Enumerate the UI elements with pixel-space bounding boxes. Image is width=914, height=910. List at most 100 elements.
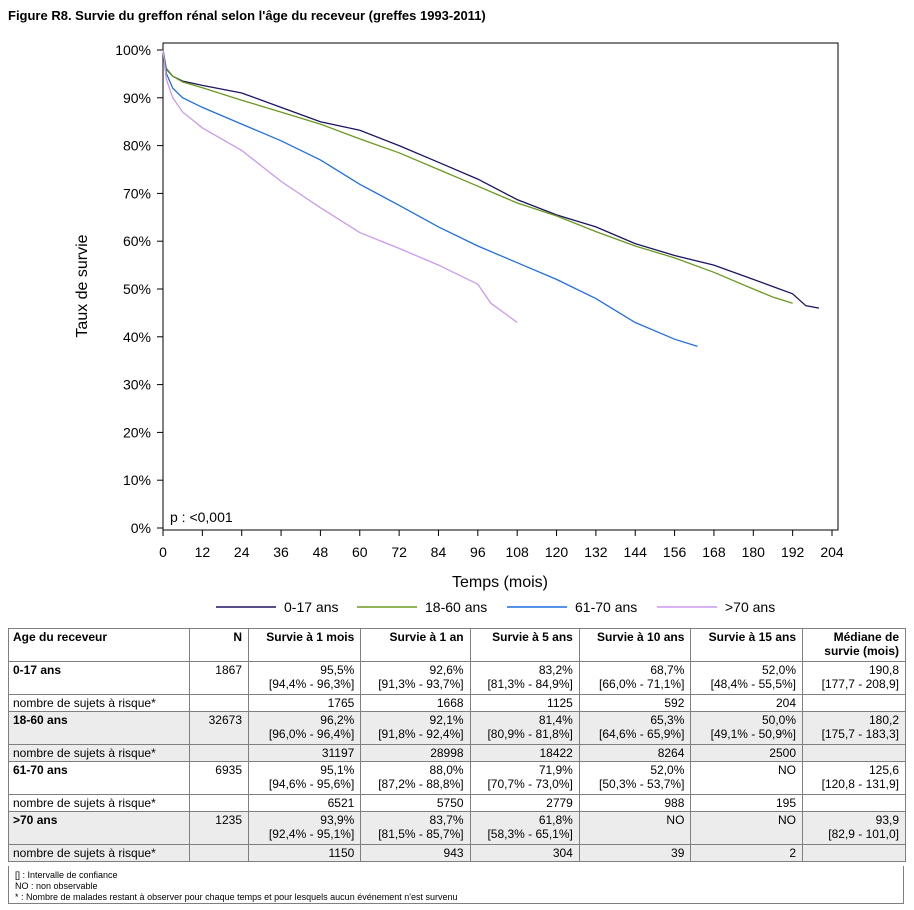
col-header-1-year: Survie à 1 an xyxy=(360,628,471,662)
group-label: 61-70 ans xyxy=(8,761,190,795)
group-label: 18-60 ans xyxy=(8,711,190,745)
p-value-annotation: p : <0,001 xyxy=(170,509,233,525)
cell-value: 93,9 [82,9 - 101,0] xyxy=(802,811,906,845)
cell-value: 71,9% [70,7% - 73,0%] xyxy=(469,761,580,795)
cell-value: NO xyxy=(690,761,803,795)
series-line-0-17-ans xyxy=(162,49,820,309)
risk-value: 1765 xyxy=(247,694,362,712)
group-label: >70 ans xyxy=(8,811,190,845)
cell-value: 81,4% [80,9% - 81,8%] xyxy=(469,711,580,745)
risk-value: 8264 xyxy=(578,744,692,762)
x-tick-label: 36 xyxy=(273,544,289,560)
risk-value: 204 xyxy=(690,694,803,712)
cell-value: 83,2% [81,3% - 84,9%] xyxy=(469,661,580,695)
table-row: 61-70 ans 6935 95,1% [94,6% - 95,6%] 88,0… xyxy=(8,761,906,795)
x-tick-label: 144 xyxy=(624,544,648,560)
x-tick-label: 0 xyxy=(159,544,167,560)
y-tick-label: 100% xyxy=(115,42,151,58)
group-n: 1867 xyxy=(189,661,249,695)
risk-value xyxy=(802,744,906,762)
risk-value xyxy=(802,694,906,712)
cell-value: 96,2% [96,0% - 96,4%] xyxy=(247,711,362,745)
risk-value: 1150 xyxy=(247,844,362,862)
y-axis-title: Taux de survie xyxy=(74,234,91,337)
y-axis: 0% 10% 20% 30% 40% 50% 60% 70% 80% 90% 100% xyxy=(115,42,163,536)
legend-label: 0-17 ans xyxy=(284,599,338,615)
legend: 0-17 ans 18-60 ans 61-70 ans >70 ans xyxy=(216,599,775,615)
cell-value: NO xyxy=(578,811,692,845)
col-header-10-years: Survie à 10 ans xyxy=(578,628,692,662)
series-lines xyxy=(162,49,820,348)
group-label: 0-17 ans xyxy=(8,661,190,695)
x-tick-label: 168 xyxy=(702,544,726,560)
cell-value: NO xyxy=(690,811,803,845)
group-n: 1235 xyxy=(189,811,249,845)
y-tick-label: 10% xyxy=(123,472,151,488)
x-tick-label: 204 xyxy=(820,544,844,560)
risk-value: 195 xyxy=(690,794,803,812)
y-tick-label: 70% xyxy=(123,185,151,201)
y-tick-label: 50% xyxy=(123,281,151,297)
risk-value: 28998 xyxy=(360,744,471,762)
cell-value: 68,7% [66,0% - 71,1%] xyxy=(578,661,692,695)
x-axis: 0 12 24 36 48 60 72 84 96 108 120 132 144 156 168 180 19… xyxy=(159,530,844,560)
cell-value: 88,0% [87,2% - 88,8%] xyxy=(360,761,471,795)
risk-value: 2779 xyxy=(469,794,580,812)
cell-value: 50,0% [49,1% - 50,9%] xyxy=(690,711,803,745)
y-tick-label: 90% xyxy=(123,90,151,106)
cell-value: 95,5% [94,4% - 96,3%] xyxy=(247,661,362,695)
note-no: NO : non observable xyxy=(15,881,98,891)
risk-label: nombre de sujets à risque* xyxy=(8,694,190,712)
risk-label: nombre de sujets à risque* xyxy=(8,794,190,812)
cell-value: 61,8% [58,3% - 65,1%] xyxy=(469,811,580,845)
x-tick-label: 72 xyxy=(391,544,407,560)
table-header-row: Age du receveur N Survie à 1 mois Survie… xyxy=(8,628,906,662)
risk-value: 2 xyxy=(690,844,803,862)
x-tick-label: 84 xyxy=(431,544,447,560)
col-header-15-years: Survie à 15 ans xyxy=(690,628,803,662)
risk-label: nombre de sujets à risque* xyxy=(8,844,190,862)
col-header-1-month: Survie à 1 mois xyxy=(247,628,362,662)
risk-row: nombre de sujets à risque* 31197 28998 1… xyxy=(8,744,906,762)
x-tick-label: 156 xyxy=(663,544,687,560)
x-tick-label: 24 xyxy=(234,544,250,560)
figure-title: Figure R8. Survie du greffon rénal selon… xyxy=(8,8,486,23)
risk-value: 2500 xyxy=(690,744,803,762)
y-tick-label: 80% xyxy=(123,138,151,154)
legend-label: 61-70 ans xyxy=(575,599,637,615)
risk-row: nombre de sujets à risque* 6521 5750 277… xyxy=(8,794,906,812)
note-risk: * : Nombre de malades restant à observer… xyxy=(15,892,458,902)
plot-area xyxy=(162,42,839,531)
x-tick-label: 132 xyxy=(584,544,608,560)
risk-label: nombre de sujets à risque* xyxy=(8,744,190,762)
risk-value: 6521 xyxy=(247,794,362,812)
risk-value: 988 xyxy=(578,794,692,812)
cell-value: 65,3% [64,6% - 65,9%] xyxy=(578,711,692,745)
y-tick-label: 30% xyxy=(123,377,151,393)
cell-value: 95,1% [94,6% - 95,6%] xyxy=(247,761,362,795)
cell-value: 92,6% [91,3% - 93,7%] xyxy=(360,661,471,695)
col-header-n: N xyxy=(189,628,249,662)
x-tick-label: 96 xyxy=(470,544,486,560)
risk-value: 5750 xyxy=(360,794,471,812)
x-tick-label: 192 xyxy=(781,544,805,560)
group-n: 32673 xyxy=(189,711,249,745)
risk-value: 1125 xyxy=(469,694,580,712)
series-line-61-70-ans xyxy=(162,49,698,348)
survival-table: Age du receveur N Survie à 1 mois Survie… xyxy=(8,628,906,862)
y-tick-label: 40% xyxy=(123,329,151,345)
col-header-5-years: Survie à 5 ans xyxy=(469,628,580,662)
risk-row: nombre de sujets à risque* 1765 1668 112… xyxy=(8,694,906,712)
cell-value: 180,2 [175,7 - 183,3] xyxy=(802,711,906,745)
cell-value: 92,1% [91,8% - 92,4%] xyxy=(360,711,471,745)
table-row: 0-17 ans 1867 95,5% [94,4% - 96,3%] 92,6%… xyxy=(8,661,906,695)
table-row: 18-60 ans 32673 96,2% [96,0% - 96,4%] 92,… xyxy=(8,711,906,745)
note-ci: [] : Intervalle de confiance xyxy=(15,870,118,880)
cell-value: 52,0% [50,3% - 53,7%] xyxy=(578,761,692,795)
risk-value: 592 xyxy=(578,694,692,712)
group-n: 6935 xyxy=(189,761,249,795)
x-axis-title: Temps (mois) xyxy=(452,574,548,591)
y-tick-label: 20% xyxy=(123,424,151,440)
x-tick-label: 120 xyxy=(545,544,569,560)
series-line-70-ans xyxy=(162,49,518,324)
